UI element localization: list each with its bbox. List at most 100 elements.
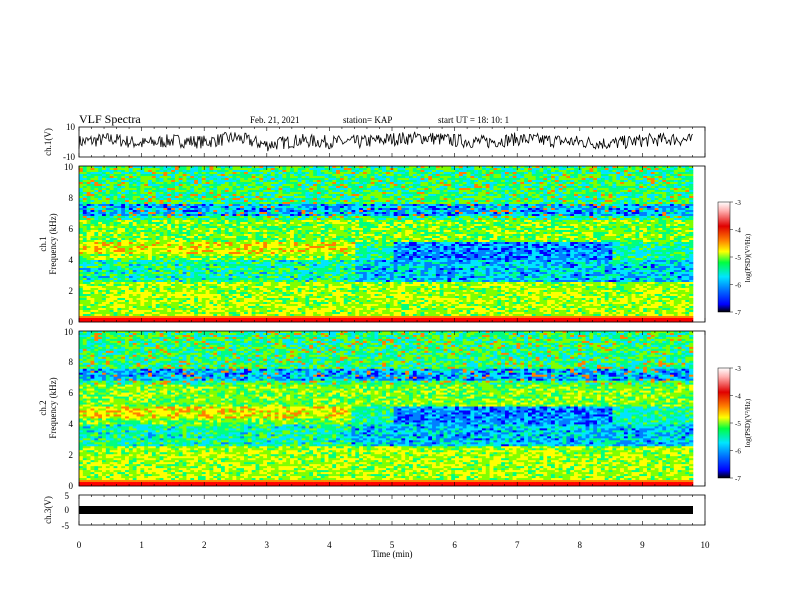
spectrogram-cell <box>102 268 107 271</box>
spectrogram-cell <box>282 302 287 305</box>
spectrogram-cell <box>309 230 314 233</box>
spectrogram-cell <box>182 290 187 293</box>
spectrogram-cell <box>194 280 199 283</box>
spectrogram-cell <box>190 188 195 191</box>
spectrogram-cell <box>98 300 103 303</box>
spectrogram-cell <box>94 292 99 295</box>
spectrogram-cell <box>228 296 233 299</box>
spectrogram-cell <box>278 288 283 291</box>
spectrogram-cell <box>293 186 299 189</box>
spectrogram-cell <box>128 294 134 297</box>
spectrogram-cell <box>117 294 122 297</box>
spectrogram-cell <box>244 240 249 243</box>
spectrogram-cell <box>301 306 306 309</box>
spectrogram-cell <box>255 214 260 217</box>
spectrogram-cell <box>121 262 126 265</box>
spectrogram-cell <box>132 196 137 199</box>
spectrogram-cell <box>144 180 149 183</box>
spectrogram-cell <box>113 238 118 241</box>
spectrogram-cell <box>305 248 310 251</box>
spectrogram-cell <box>144 270 149 273</box>
spectrogram-cell <box>86 288 91 291</box>
spectrogram-cell <box>132 252 137 255</box>
spectrogram-cell <box>290 272 295 275</box>
spectrogram-cell <box>247 228 252 231</box>
spectrogram-cell <box>205 296 210 299</box>
spectrogram-cell <box>190 290 195 293</box>
spectrogram-cell <box>148 206 153 209</box>
spectrogram-cell <box>228 234 233 237</box>
spectrogram-cell <box>144 262 149 265</box>
spectrogram-cell <box>251 306 256 309</box>
spectrogram-cell <box>228 188 233 191</box>
spectrogram-cell <box>163 206 168 209</box>
spectrogram-cell <box>240 300 245 303</box>
spectrogram-cell <box>259 250 264 253</box>
spectrogram-cell <box>194 178 199 181</box>
spectrogram-cell <box>174 200 180 203</box>
spectrogram-cell <box>301 314 306 317</box>
spectrogram-cell <box>171 284 176 287</box>
spectrogram-cell <box>186 182 191 185</box>
spectrogram-cell <box>167 276 172 279</box>
spectrogram-cell <box>267 288 272 291</box>
spectrogram-cell <box>178 194 183 197</box>
spectrogram-cell <box>240 294 245 297</box>
spectrogram-cell <box>217 300 222 303</box>
spectrogram-cell <box>86 210 91 213</box>
spectrogram-cell <box>117 260 122 263</box>
spectrogram-cell <box>259 184 264 187</box>
spectrogram-cell <box>113 244 118 247</box>
spectrogram-cell <box>186 274 191 277</box>
spectrogram-cell <box>259 274 264 277</box>
spectrogram-cell <box>236 224 241 227</box>
spectrogram-cell <box>182 168 187 171</box>
spectrogram-cell <box>205 184 210 187</box>
spectrogram-cell <box>270 206 276 209</box>
spectrogram-cell <box>224 312 229 315</box>
spectrogram-cell <box>167 194 172 197</box>
spectrogram-cell <box>86 268 91 271</box>
spectrogram-cell <box>144 266 149 269</box>
spectrogram-cell <box>90 292 95 295</box>
spectrogram-cell <box>263 272 268 275</box>
spectrogram-cell <box>297 312 302 315</box>
spectrogram-cell <box>278 306 283 309</box>
spectrogram-cell <box>228 274 233 277</box>
spectrogram-cell <box>140 270 145 273</box>
spectrogram-cell <box>79 222 84 225</box>
spectrogram-cell <box>171 178 176 181</box>
spectrogram-cell <box>220 274 226 277</box>
spectrogram-cell <box>270 284 276 287</box>
spectrogram-cell <box>293 176 299 179</box>
spectrogram-cell <box>217 234 222 237</box>
spectrogram-cell <box>159 292 164 295</box>
spectrogram-cell <box>240 226 245 229</box>
spectrogram-cell <box>144 206 149 209</box>
spectrogram-cell <box>240 274 245 277</box>
spectrogram-cell <box>163 266 168 269</box>
spectrogram-cell <box>79 232 84 235</box>
spectrogram-cell <box>90 166 95 169</box>
spectrogram-cell <box>79 244 84 247</box>
spectrogram-cell <box>205 222 210 225</box>
spectrogram-cell <box>194 310 199 313</box>
spectrogram-cell <box>136 262 141 265</box>
spectrogram-cell <box>167 192 172 195</box>
spectrogram-cell <box>251 198 256 201</box>
spectrogram-cell <box>144 234 149 237</box>
spectrogram-cell <box>136 306 141 309</box>
spectrogram-cell <box>128 174 134 177</box>
spectrogram-cell <box>79 228 84 231</box>
spectrogram-cell <box>94 174 99 177</box>
spectrogram-cell <box>209 280 214 283</box>
spectrogram-cell <box>79 266 84 269</box>
spectrogram-cell <box>247 298 252 301</box>
spectrogram-cell <box>309 212 314 215</box>
spectrogram-cell <box>293 168 299 171</box>
spectrogram-cell <box>255 288 260 291</box>
spectrogram-cell <box>102 222 107 225</box>
spectrogram-cell <box>263 196 268 199</box>
spectrogram-cell <box>301 264 306 267</box>
spectrogram-cell <box>293 170 299 173</box>
